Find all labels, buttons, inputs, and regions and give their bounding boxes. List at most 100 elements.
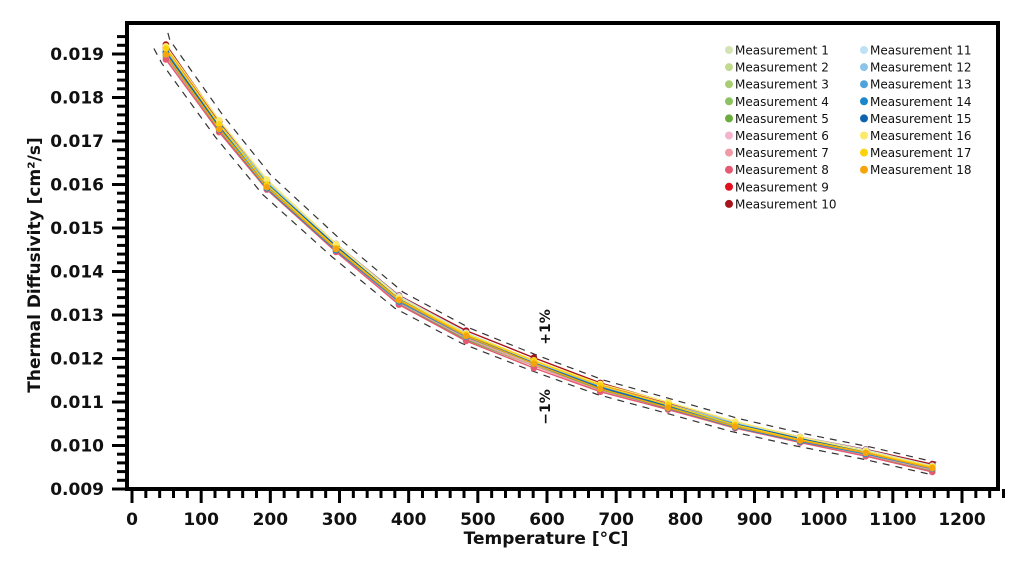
legend-item: Measurement 11 (860, 44, 971, 58)
legend-label: Measurement 17 (870, 146, 971, 160)
legend-item: Measurement 4 (725, 95, 829, 109)
x-axis-title: Temperature [°C] (464, 529, 629, 549)
y-tick-label: 0.011 (50, 393, 104, 413)
legend-label: Measurement 18 (870, 163, 971, 177)
series-18-point (462, 332, 470, 340)
tolerance-bands (153, 32, 937, 475)
y-axis-title: Thermal Diffusivity [cm²/s] (25, 137, 45, 392)
legend-marker (860, 148, 868, 157)
legend-marker (725, 199, 733, 208)
x-tick-label: 200 (253, 510, 289, 530)
plot-frame (125, 21, 1000, 491)
legend-item: Measurement 9 (725, 180, 829, 194)
legend-item: Measurement 3 (725, 78, 829, 92)
y-tick-label: 0.018 (50, 89, 104, 109)
legend-item: Measurement 14 (860, 95, 971, 109)
x-tick-label: 1000 (800, 510, 847, 530)
legend-label: Measurement 16 (870, 129, 971, 143)
series-18-point (596, 385, 604, 393)
y-tick-label: 0.014 (50, 263, 104, 283)
series-17-point (162, 45, 170, 53)
legend-item: Measurement 10 (725, 197, 836, 211)
series-18-point (263, 183, 271, 191)
legend-label: Measurement 7 (735, 146, 829, 160)
y-tick-label: 0.015 (50, 219, 104, 239)
legend-marker (725, 165, 733, 174)
y-tick-label: 0.017 (50, 132, 104, 152)
x-tick-label: 0 (126, 510, 138, 530)
legend-label: Measurement 3 (735, 78, 829, 92)
legend-item: Measurement 12 (860, 61, 971, 75)
x-tick-label: 400 (391, 510, 427, 530)
series-16-point (263, 176, 271, 183)
legend-label: Measurement 15 (870, 112, 971, 126)
x-tick-label: 600 (529, 510, 565, 530)
y-tick-label: 0.013 (50, 306, 104, 326)
x-axis: 0 100 200 300 400 500 600 700 800 900 1000 1100 1200 (126, 489, 1005, 530)
legend-label: Measurement 13 (870, 78, 971, 92)
legend-label: Measurement 5 (735, 112, 829, 126)
legend-marker (860, 131, 868, 140)
series-18-point (395, 297, 403, 304)
legend-marker (725, 114, 733, 123)
x-tick-label: 1100 (869, 510, 916, 530)
series-18-point (862, 449, 870, 457)
legend-item: Measurement 15 (860, 112, 971, 126)
series-18-point (332, 245, 340, 253)
legend-marker (860, 97, 868, 106)
legend-label: Measurement 6 (735, 129, 829, 143)
legend-label: Measurement 12 (870, 61, 971, 75)
annotation-minus-1pct: −1% (538, 389, 554, 425)
legend: Measurement 1 Measurement 2 Measurement 3 M… (725, 44, 971, 211)
legend-marker (725, 131, 733, 140)
x-tick-label: 100 (183, 510, 219, 530)
legend-marker (725, 97, 733, 106)
series-18-point (928, 464, 936, 472)
y-tick-label: 0.016 (50, 176, 104, 196)
legend-label: Measurement 4 (735, 95, 829, 109)
legend-marker (725, 46, 733, 54)
legend-item: Measurement 13 (860, 78, 971, 92)
x-tick-label: 800 (668, 510, 704, 530)
legend-label: Measurement 14 (870, 95, 971, 109)
y-tick-label: 0.012 (50, 350, 104, 370)
legend-marker (725, 182, 733, 191)
series-18-point (215, 125, 223, 133)
x-tick-label: 500 (460, 510, 496, 530)
legend-label: Measurement 8 (735, 163, 829, 177)
x-tick-label: 1200 (938, 510, 985, 530)
series-18-point (530, 360, 538, 367)
legend-marker (860, 80, 868, 89)
legend-marker (725, 148, 733, 157)
legend-label: Measurement 1 (735, 44, 829, 58)
legend-label: Measurement 2 (735, 61, 829, 75)
lower-band-line (153, 48, 929, 475)
y-tick-label: 0.019 (50, 45, 104, 65)
legend-marker (860, 114, 868, 123)
x-tick-label: 300 (322, 510, 358, 530)
legend-marker (860, 46, 868, 54)
legend-item: Measurement 16 (860, 129, 971, 143)
legend-item: Measurement 8 (725, 163, 829, 177)
legend-marker (725, 80, 733, 89)
legend-marker (860, 165, 868, 174)
legend-marker (860, 63, 868, 72)
legend-item: Measurement 2 (725, 61, 829, 75)
legend-item: Measurement 5 (725, 112, 829, 126)
legend-label: Measurement 10 (735, 197, 836, 211)
legend-item: Measurement 6 (725, 129, 829, 143)
series-18-point (731, 423, 739, 430)
legend-label: Measurement 11 (870, 44, 971, 58)
upper-band-line (167, 32, 937, 463)
x-tick-label: 700 (598, 510, 634, 530)
series-18-point (796, 437, 804, 444)
legend-label: Measurement 9 (735, 180, 829, 194)
y-tick-label: 0.010 (50, 437, 104, 457)
y-tick-label: 0.009 (50, 480, 104, 500)
legend-marker (725, 63, 733, 72)
legend-item: Measurement 7 (725, 146, 829, 160)
series-18-point (162, 51, 170, 58)
series-points (162, 41, 936, 476)
x-tick-label: 900 (737, 510, 773, 530)
